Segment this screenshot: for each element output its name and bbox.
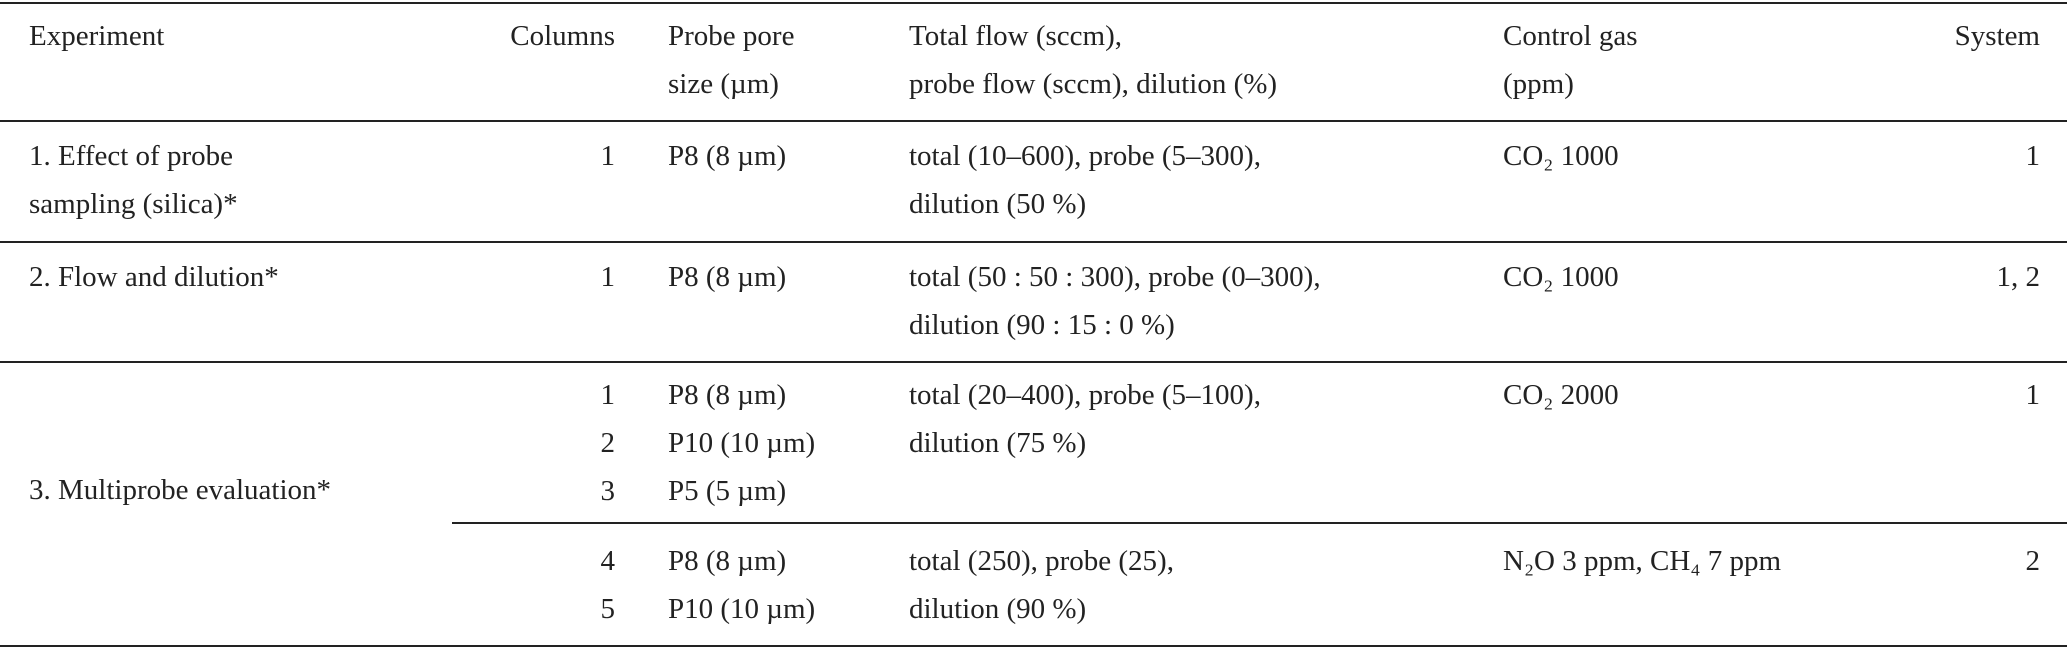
header-columns: Columns — [510, 20, 615, 52]
cell-flow: dilution (90 %) — [909, 593, 1087, 625]
header-rule — [0, 120, 2067, 122]
header-control-gas: Control gas — [1503, 20, 1638, 52]
header-system: System — [1954, 20, 2040, 52]
bottom-rule — [0, 645, 2067, 647]
cell-columns: 1 — [600, 140, 616, 172]
cell-flow: total (20–400), probe (5–100), — [909, 379, 1261, 411]
cell-control-gas: CO₂ 1000 — [1503, 261, 1619, 293]
cell-columns: 3 — [600, 475, 616, 507]
cell-system: 1, 2 — [1996, 261, 2041, 293]
cell-probe-size: P8 (8 µm) — [668, 379, 787, 411]
top-rule — [0, 2, 2067, 4]
row-rule — [0, 361, 2067, 363]
cell-system: 1 — [2025, 379, 2041, 411]
cell-probe-size: P8 (8 µm) — [668, 545, 787, 577]
row-rule — [0, 241, 2067, 243]
header-control-gas: (ppm) — [1503, 68, 1574, 100]
header-probe-size: size (µm) — [668, 68, 779, 100]
cell-columns: 1 — [600, 379, 616, 411]
cell-columns: 2 — [600, 427, 616, 459]
header-flow: Total flow (sccm), — [909, 20, 1122, 52]
cell-flow: dilution (75 %) — [909, 427, 1087, 459]
cell-flow: dilution (50 %) — [909, 188, 1087, 220]
cell-system: 1 — [2025, 140, 2041, 172]
cell-experiment: 1. Effect of probe — [29, 140, 233, 172]
cell-control-gas: CO₂ 1000 — [1503, 140, 1619, 172]
cell-probe-size: P5 (5 µm) — [668, 475, 787, 507]
cell-experiment: 2. Flow and dilution* — [29, 261, 279, 293]
cell-probe-size: P8 (8 µm) — [668, 140, 787, 172]
cell-system: 2 — [2025, 545, 2041, 577]
cell-control-gas: CO₂ 2000 — [1503, 379, 1619, 411]
cell-experiment: sampling (silica)* — [29, 188, 238, 220]
header-flow: probe flow (sccm), dilution (%) — [909, 68, 1278, 100]
cell-columns: 1 — [600, 261, 616, 293]
header-experiment: Experiment — [29, 20, 165, 52]
header-probe-size: Probe pore — [668, 20, 795, 52]
cell-flow: total (10–600), probe (5–300), — [909, 140, 1261, 172]
subrow-rule — [452, 522, 2067, 524]
cell-probe-size: P10 (10 µm) — [668, 593, 816, 625]
cell-probe-size: P10 (10 µm) — [668, 427, 816, 459]
cell-probe-size: P8 (8 µm) — [668, 261, 787, 293]
cell-columns: 4 — [600, 545, 616, 577]
cell-flow: total (250), probe (25), — [909, 545, 1174, 577]
cell-control-gas: N₂O 3 ppm, CH₄ 7 ppm — [1503, 545, 1782, 577]
cell-flow: dilution (90 : 15 : 0 %) — [909, 309, 1175, 341]
cell-experiment: 3. Multiprobe evaluation* — [29, 474, 332, 506]
cell-flow: total (50 : 50 : 300), probe (0–300), — [909, 261, 1321, 293]
cell-columns: 5 — [600, 593, 616, 625]
